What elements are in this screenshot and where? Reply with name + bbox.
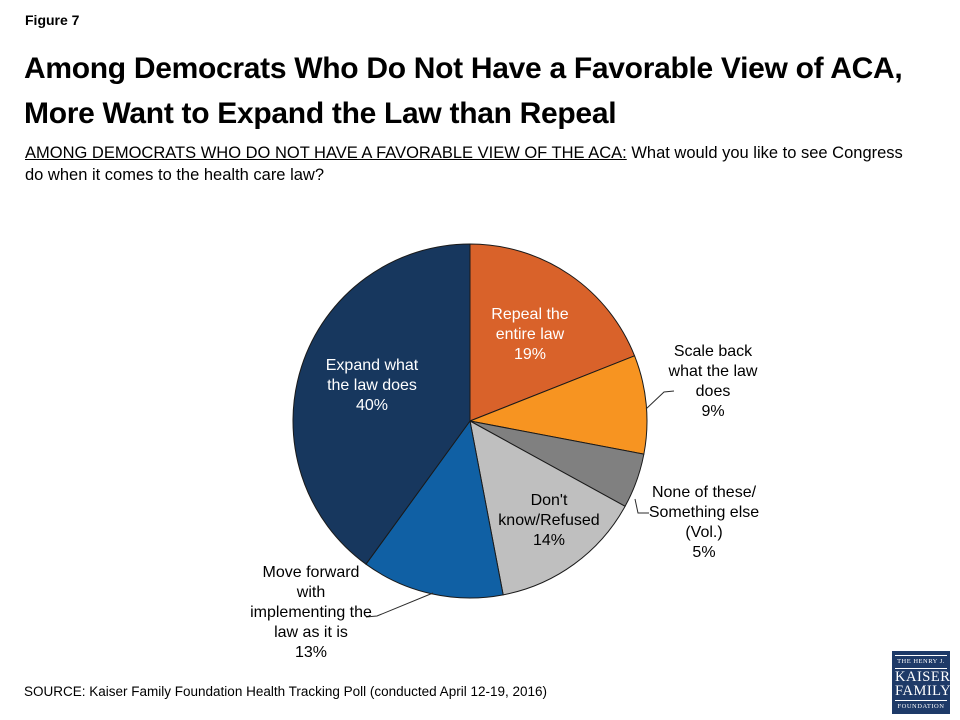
source-note: SOURCE: Kaiser Family Foundation Health … <box>24 684 547 699</box>
kff-logo-family-text: FAMILY <box>895 683 952 699</box>
slice-label-none-of-these: None of these/ Something else (Vol.) 5% <box>648 484 760 561</box>
pie-slice-0 <box>469 243 636 422</box>
slice-label-dont-know: Don't know/Refused 14% <box>498 492 600 549</box>
survey-question: AMONG DEMOCRATS WHO DO NOT HAVE A FAVORA… <box>25 142 905 186</box>
leader-line-none-of-these <box>634 498 649 514</box>
survey-question-base: AMONG DEMOCRATS WHO DO NOT HAVE A FAVORA… <box>25 144 627 162</box>
leader-line-scale-back <box>645 390 675 410</box>
slice-label-repeal: Repeal the entire law 19% <box>491 306 569 363</box>
page-title-line2: More Want to Expand the Law than Repeal <box>24 97 617 130</box>
slice-label-move-forward: Move forward with implementing the law a… <box>250 564 372 661</box>
pie-slice-1 <box>469 355 648 455</box>
leader-line-move-forward <box>365 592 434 618</box>
leader-lines <box>365 390 675 618</box>
kff-logo-kaiser-text: KAISER <box>895 669 951 685</box>
survey-question-text: What would you like to see Congress do w… <box>25 144 903 184</box>
kff-logo-top-text: THE HENRY J. <box>895 655 947 669</box>
figure-label: Figure 7 <box>25 12 80 28</box>
pie-slice-5 <box>292 243 471 565</box>
slice-label-expand: Expand what the law does 40% <box>325 357 419 414</box>
pie-slice-3 <box>469 420 626 596</box>
kff-logo: THE HENRY J. KAISER FAMILY FOUNDATION <box>892 651 952 714</box>
slice-label-scale-back: Scale back what the law does 9% <box>668 343 758 420</box>
page-title: Among Democrats Who Do Not Have a Favora… <box>24 46 954 136</box>
kff-logo-foundation-text: FOUNDATION <box>895 700 947 711</box>
page-title-line1: Among Democrats Who Do Not Have a Favora… <box>24 52 903 85</box>
